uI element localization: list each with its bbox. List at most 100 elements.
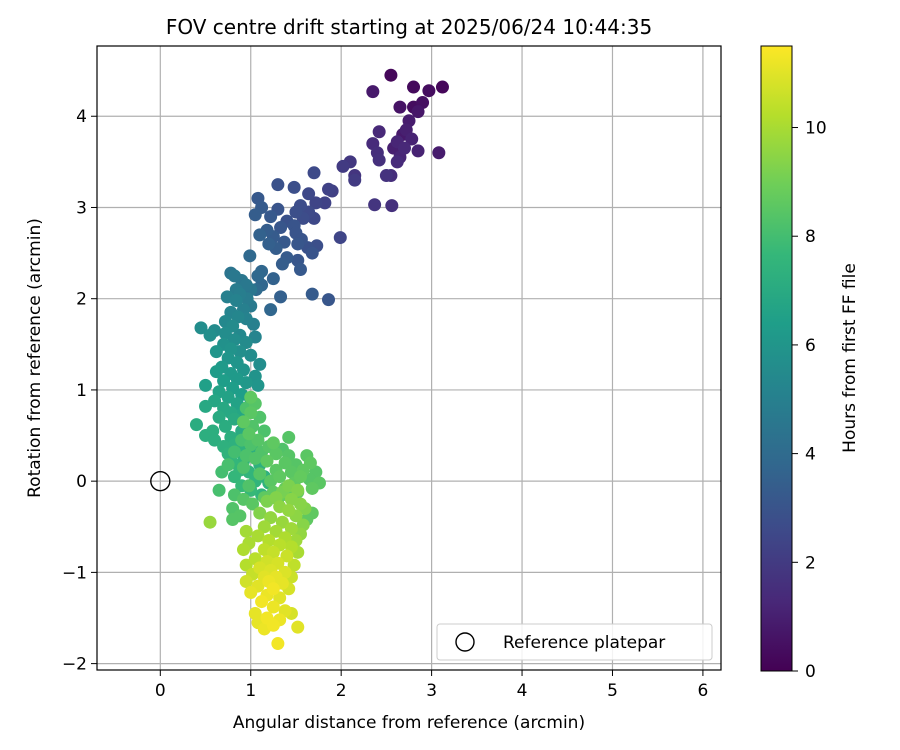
data-point — [203, 515, 217, 529]
legend: Reference platepar — [436, 623, 713, 661]
x-tick-label: 5 — [607, 681, 618, 701]
x-tick-label: 0 — [155, 681, 166, 701]
data-point — [244, 585, 258, 599]
data-point — [253, 506, 267, 520]
data-point — [273, 591, 287, 605]
colorbar-tick-label: 4 — [805, 445, 816, 465]
colorbar-tick-label: 2 — [805, 553, 816, 573]
data-point — [248, 451, 262, 465]
data-point — [397, 141, 411, 155]
colorbar: 0 2 4 6 8 10 Hours from first FF file — [760, 45, 860, 682]
data-point — [243, 249, 257, 263]
data-point — [189, 418, 203, 432]
data-point — [237, 363, 251, 377]
y-tick-label: 0 — [76, 472, 87, 492]
data-point — [208, 433, 222, 447]
data-point — [293, 470, 307, 484]
data-point — [266, 272, 280, 286]
data-point — [302, 187, 316, 201]
data-point — [248, 208, 262, 222]
data-point — [251, 269, 265, 283]
x-tick-label: 3 — [426, 681, 437, 701]
colorbar-tick-label: 10 — [805, 119, 827, 139]
data-point — [194, 321, 208, 335]
data-point — [251, 433, 265, 447]
data-point — [264, 210, 278, 224]
data-point — [227, 269, 241, 283]
data-point — [271, 178, 285, 192]
data-point — [237, 543, 251, 557]
data-point — [260, 454, 274, 468]
colorbar-tick-label: 0 — [805, 662, 816, 682]
plot-frame — [96, 45, 722, 671]
data-point — [372, 153, 386, 167]
data-point — [209, 365, 223, 379]
data-point — [275, 257, 289, 271]
data-point — [253, 467, 267, 481]
data-point — [264, 303, 278, 317]
data-point — [366, 85, 380, 99]
data-point — [274, 221, 288, 235]
data-point — [287, 180, 301, 194]
data-point — [275, 515, 289, 529]
chart-title: FOV centre drift starting at 2025/06/24 … — [166, 15, 652, 39]
data-point — [390, 155, 404, 169]
data-point — [435, 80, 449, 94]
colorbar-gradient — [760, 45, 793, 672]
data-point — [239, 524, 253, 538]
colorbar-label: Hours from first FF file — [840, 263, 860, 453]
data-point — [227, 470, 241, 484]
y-tick-label: 3 — [76, 198, 87, 218]
data-point — [221, 458, 235, 472]
data-point — [305, 481, 319, 495]
data-point — [273, 470, 287, 484]
data-point — [411, 105, 425, 119]
data-point — [422, 84, 436, 98]
x-axis-ticks: 0 1 2 3 4 5 6 — [155, 670, 708, 701]
data-point — [199, 378, 213, 392]
data-point — [264, 511, 278, 525]
data-point — [266, 582, 280, 596]
reference-platepar-marker — [150, 470, 171, 492]
colorbar-tick-label: 8 — [805, 227, 816, 247]
data-point — [266, 600, 280, 614]
data-point — [251, 378, 265, 392]
data-point — [218, 326, 232, 340]
y-tick-label: −1 — [62, 563, 87, 583]
data-points — [189, 68, 449, 651]
y-tick-label: 4 — [76, 107, 87, 127]
data-point — [221, 390, 235, 404]
data-point — [244, 348, 258, 362]
data-point — [266, 545, 280, 559]
x-tick-label: 2 — [336, 681, 347, 701]
data-point — [199, 399, 213, 413]
data-point — [237, 460, 251, 474]
data-point — [411, 144, 425, 158]
data-point — [293, 263, 307, 277]
data-point — [368, 198, 382, 212]
data-point — [379, 169, 393, 183]
data-point — [291, 237, 305, 251]
data-point — [291, 620, 305, 634]
data-point — [244, 406, 258, 420]
data-point — [305, 246, 319, 260]
data-point — [212, 483, 226, 497]
y-axis-label: Rotation from reference (arcmin) — [25, 218, 45, 498]
data-point — [239, 335, 253, 349]
data-point — [269, 524, 283, 538]
x-tick-label: 6 — [697, 681, 708, 701]
legend-open-circle-marker — [455, 632, 475, 652]
data-point — [237, 415, 251, 429]
reference-marker-layer — [150, 470, 171, 492]
data-point — [289, 205, 303, 219]
colorbar-ticks: 0 2 4 6 8 10 — [792, 119, 827, 682]
legend-label-reference-platepar: Reference platepar — [503, 633, 665, 653]
legend-box — [436, 623, 713, 661]
data-point — [372, 125, 386, 139]
data-point — [253, 357, 267, 371]
data-point — [318, 196, 332, 210]
data-point — [284, 522, 298, 536]
data-point — [239, 575, 253, 589]
data-point — [255, 595, 269, 609]
